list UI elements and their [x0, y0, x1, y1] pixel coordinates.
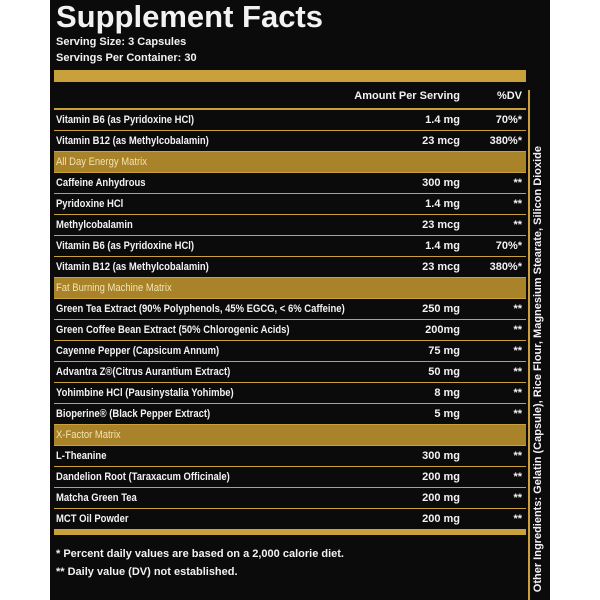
ingredient-name: Dandelion Root (Taraxacum Officinale)	[56, 471, 230, 483]
ingredient-name: Vitamin B6 (as Pyridoxine HCl)	[56, 240, 195, 252]
ingredient-dv: **	[513, 387, 522, 399]
ingredient-dv: **	[513, 366, 522, 378]
label-panel: Supplement Facts Serving Size: 3 Capsules…	[50, 0, 550, 600]
ingredient-dv: **	[513, 408, 522, 420]
group-name: All Day Energy Matrix	[56, 156, 147, 168]
ingredient-name: Green Coffee Bean Extract (50% Chlorogen…	[56, 324, 290, 336]
ingredient-amount: 200 mg	[422, 513, 460, 525]
facts-table: Supplement Facts Serving Size: 3 Capsules…	[54, 0, 526, 581]
ingredient-row: Vitamin B12 (as Methylcobalamin) 23 mcg 38…	[54, 257, 526, 278]
ingredient-row: Vitamin B12 (as Methylcobalamin) 23 mcg 38…	[54, 131, 526, 152]
divider	[54, 70, 526, 82]
ingredient-row: Pyridoxine HCl 1.4 mg **	[54, 194, 526, 215]
ingredient-dv: 70%*	[495, 114, 522, 126]
ingredient-amount: 250 mg	[422, 303, 460, 315]
ingredient-dv: **	[513, 303, 522, 315]
ingredient-amount: 1.4 mg	[425, 198, 460, 210]
ingredient-dv: 70%*	[495, 240, 522, 252]
ingredient-name: Matcha Green Tea	[56, 492, 137, 504]
group-header: All Day Energy Matrix	[54, 152, 526, 173]
amount-header: Amount Per Serving	[354, 90, 460, 102]
group-header: Fat Burning Machine Matrix	[54, 278, 526, 299]
ingredient-name: Methylcobalamin	[56, 219, 133, 231]
ingredient-dv: **	[513, 492, 522, 504]
dv-header: %DV	[496, 90, 522, 102]
ingredient-dv: **	[513, 513, 522, 525]
ingredient-dv: **	[513, 219, 522, 231]
ingredient-name: Vitamin B12 (as Methylcobalamin)	[56, 135, 209, 147]
ingredient-amount: 23 mcg	[422, 135, 460, 147]
divider	[54, 530, 526, 535]
side-strip: Other Ingredients: Gelatin (Capsule), Ri…	[528, 90, 550, 600]
ingredient-amount: 23 mcg	[422, 219, 460, 231]
ingredient-dv: 380%*	[489, 135, 522, 147]
ingredient-dv: **	[513, 471, 522, 483]
ingredient-dv: **	[513, 345, 522, 357]
ingredient-dv: **	[513, 450, 522, 462]
ingredient-row: Dandelion Root (Taraxacum Officinale) 200…	[54, 467, 526, 488]
ingredient-row: L-Theanine 300 mg **	[54, 446, 526, 467]
ingredient-name: Green Tea Extract (90% Polyphenols, 45% …	[56, 303, 345, 315]
ingredient-name: Bioperine® (Black Pepper Extract)	[56, 408, 211, 420]
ingredient-row: MCT Oil Powder 200 mg **	[54, 509, 526, 530]
ingredient-name: Caffeine Anhydrous	[56, 177, 146, 189]
footnote: * Percent daily values are based on a 2,…	[56, 548, 344, 560]
ingredient-row: Yohimbine HCl (Pausinystalia Yohimbe) 8 m…	[54, 383, 526, 404]
ingredient-row: Matcha Green Tea 200 mg **	[54, 488, 526, 509]
ingredient-row: Green Coffee Bean Extract (50% Chlorogen…	[54, 320, 526, 341]
ingredient-name: Vitamin B12 (as Methylcobalamin)	[56, 261, 209, 273]
ingredient-name: MCT Oil Powder	[56, 513, 129, 525]
footnotes: * Percent daily values are based on a 2,…	[54, 535, 526, 581]
group-header: X-Factor Matrix	[54, 425, 526, 446]
ingredient-row: Cayenne Pepper (Capsicum Annum) 75 mg **	[54, 341, 526, 362]
ingredient-amount: 300 mg	[422, 450, 460, 462]
serving-size: Serving Size: 3 Capsules	[56, 36, 187, 48]
ingredient-amount: 50 mg	[428, 366, 460, 378]
ingredient-row: Methylcobalamin 23 mcg **	[54, 215, 526, 236]
ingredient-name: Vitamin B6 (as Pyridoxine HCl)	[56, 114, 195, 126]
column-header: Amount Per Serving %DV	[54, 82, 526, 110]
ingredient-row: Caffeine Anhydrous 300 mg **	[54, 173, 526, 194]
ingredient-dv: **	[513, 177, 522, 189]
ingredient-row: Green Tea Extract (90% Polyphenols, 45% …	[54, 299, 526, 320]
ingredient-row: Vitamin B6 (as Pyridoxine HCl) 1.4 mg 70%*	[54, 110, 526, 131]
ingredient-name: Pyridoxine HCl	[56, 198, 124, 210]
servings-per-container: Servings Per Container: 30	[56, 52, 197, 64]
group-name: X-Factor Matrix	[56, 429, 121, 441]
ingredient-amount: 300 mg	[422, 177, 460, 189]
group-name: Fat Burning Machine Matrix	[56, 282, 172, 294]
ingredient-name: L-Theanine	[56, 450, 107, 462]
ingredient-amount: 8 mg	[434, 387, 460, 399]
ingredient-amount: 75 mg	[428, 345, 460, 357]
ingredient-dv: **	[513, 198, 522, 210]
ingredient-name: Advantra Z®(Citrus Aurantium Extract)	[56, 366, 231, 378]
other-ingredients: Other Ingredients: Gelatin (Capsule), Ri…	[532, 145, 544, 592]
ingredient-amount: 200 mg	[422, 471, 460, 483]
footnote: ** Daily value (DV) not established.	[56, 566, 238, 578]
ingredient-row: Vitamin B6 (as Pyridoxine HCl) 1.4 mg 70%*	[54, 236, 526, 257]
ingredient-amount: 200mg	[425, 324, 460, 336]
ingredient-row: Bioperine® (Black Pepper Extract) 5 mg **	[54, 404, 526, 425]
ingredient-amount: 23 mcg	[422, 261, 460, 273]
ingredient-name: Cayenne Pepper (Capsicum Annum)	[56, 345, 220, 357]
ingredient-amount: 1.4 mg	[425, 240, 460, 252]
title: Supplement Facts	[56, 0, 323, 34]
ingredient-dv: 380%*	[489, 261, 522, 273]
ingredient-amount: 1.4 mg	[425, 114, 460, 126]
ingredient-amount: 200 mg	[422, 492, 460, 504]
ingredient-name: Yohimbine HCl (Pausinystalia Yohimbe)	[56, 387, 234, 399]
ingredient-amount: 5 mg	[434, 408, 460, 420]
ingredient-row: Advantra Z®(Citrus Aurantium Extract) 50 …	[54, 362, 526, 383]
ingredient-dv: **	[513, 324, 522, 336]
